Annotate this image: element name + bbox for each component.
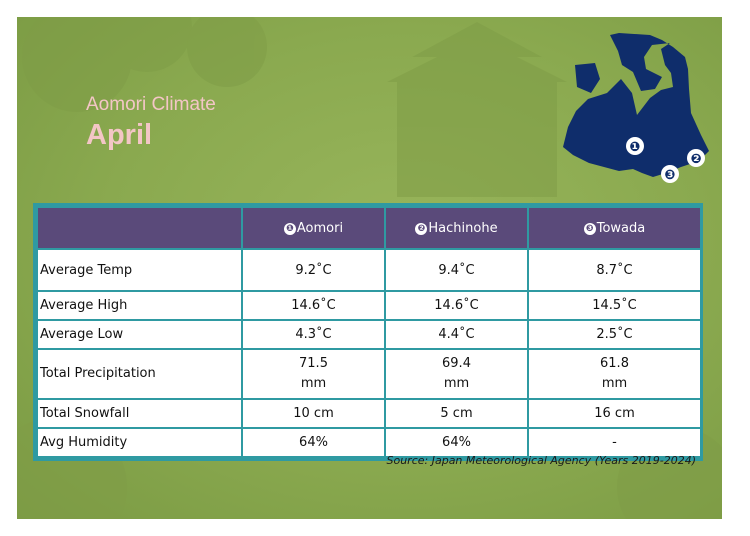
table-row: Total Snowfall 10 cm 5 cm 16 cm — [36, 398, 702, 429]
map-marker-1: ❶ — [626, 137, 644, 155]
table-cell: 2.5˚C — [527, 319, 702, 350]
table-cell: 14.5˚C — [527, 290, 702, 321]
precip-value: 69.4 — [442, 356, 471, 371]
climate-table-container: ❶ Aomori ❷ Hachinohe ❸ Towada Average Temp … — [33, 203, 703, 461]
table-row: Total Precipitation 71.5 mm 69.4 mm 61.8 mm — [36, 348, 702, 400]
column-header-towada: ❸ Towada — [527, 206, 702, 250]
table-row: Average Temp 9.2˚C 9.4˚C 8.7˚C — [36, 248, 702, 292]
row-label: Total Precipitation — [36, 348, 243, 400]
climate-table: ❶ Aomori ❷ Hachinohe ❸ Towada Average Temp … — [36, 206, 702, 458]
map-marker-3: ❸ — [661, 165, 679, 183]
precip-unit: mm — [443, 376, 470, 391]
aomori-map-icon: ❶ ❷ ❸ — [563, 33, 709, 183]
table-row: Avg Humidity 64% 64% - — [36, 427, 702, 458]
precip-unit: mm — [601, 376, 628, 391]
precip-value: 61.8 — [600, 356, 629, 371]
table-row: Average Low 4.3˚C 4.4˚C 2.5˚C — [36, 319, 702, 350]
table-cell: 61.8 mm — [527, 348, 702, 400]
table-cell: 14.6˚C — [241, 290, 386, 321]
row-label: Average Low — [36, 319, 243, 350]
table-cell: 69.4 mm — [384, 348, 529, 400]
table-cell: 9.2˚C — [241, 248, 386, 292]
table-cell: 64% — [241, 427, 386, 458]
table-header-empty — [36, 206, 243, 250]
table-cell: 10 cm — [241, 398, 386, 429]
page-title: April — [86, 119, 153, 151]
column-marker-1: ❶ — [283, 222, 296, 235]
map-marker-2: ❷ — [687, 149, 705, 167]
slide: Aomori Climate April ❶ ❷ ❸ — [17, 17, 722, 519]
map-marker-1-label: ❶ — [629, 140, 640, 155]
table-cell: - — [527, 427, 702, 458]
table-cell: 14.6˚C — [384, 290, 529, 321]
table-cell: 8.7˚C — [527, 248, 702, 292]
row-label: Average Temp — [36, 248, 243, 292]
table-cell: 4.3˚C — [241, 319, 386, 350]
table-cell: 64% — [384, 427, 529, 458]
table-cell: 9.4˚C — [384, 248, 529, 292]
table-row: Average High 14.6˚C 14.6˚C 14.5˚C — [36, 290, 702, 321]
column-marker-2: ❷ — [415, 222, 428, 235]
column-name-aomori: Aomori — [296, 220, 344, 236]
column-name-hachinohe: Hachinohe — [428, 220, 498, 236]
map-marker-3-label: ❸ — [664, 168, 675, 183]
column-marker-3: ❸ — [583, 222, 596, 235]
source-note: Source: Japan Meteorological Agency (Yea… — [386, 454, 697, 467]
page-subtitle: Aomori Climate — [86, 94, 216, 115]
table-cell: 71.5 mm — [241, 348, 386, 400]
row-label: Total Snowfall — [36, 398, 243, 429]
precip-value: 71.5 — [299, 356, 328, 371]
row-label: Avg Humidity — [36, 427, 243, 458]
precip-unit: mm — [300, 376, 327, 391]
column-name-towada: Towada — [596, 220, 646, 236]
map-marker-2-label: ❷ — [690, 152, 701, 167]
table-cell: 4.4˚C — [384, 319, 529, 350]
table-cell: 5 cm — [384, 398, 529, 429]
table-header-row: ❶ Aomori ❷ Hachinohe ❸ Towada — [36, 206, 702, 250]
column-header-hachinohe: ❷ Hachinohe — [384, 206, 529, 250]
row-label: Average High — [36, 290, 243, 321]
table-cell: 16 cm — [527, 398, 702, 429]
column-header-aomori: ❶ Aomori — [241, 206, 386, 250]
